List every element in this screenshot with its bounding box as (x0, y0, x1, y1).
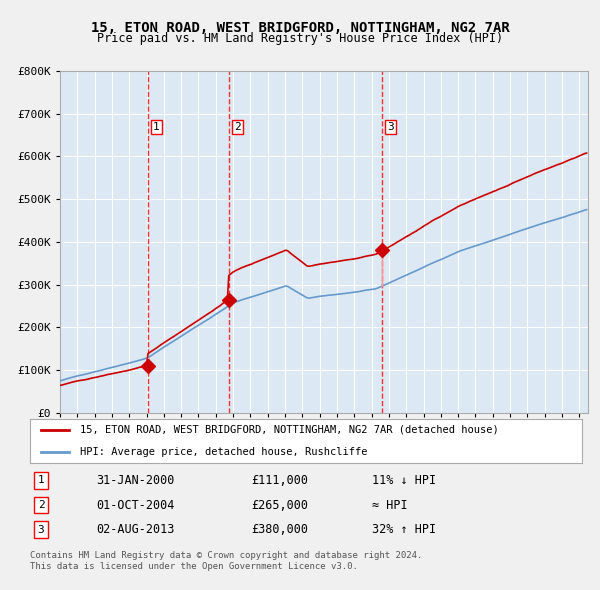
Text: 31-JAN-2000: 31-JAN-2000 (96, 474, 175, 487)
Text: 32% ↑ HPI: 32% ↑ HPI (372, 523, 436, 536)
Text: 3: 3 (387, 122, 394, 132)
Text: 15, ETON ROAD, WEST BRIDGFORD, NOTTINGHAM, NG2 7AR (detached house): 15, ETON ROAD, WEST BRIDGFORD, NOTTINGHA… (80, 425, 499, 435)
Text: Contains HM Land Registry data © Crown copyright and database right 2024.: Contains HM Land Registry data © Crown c… (30, 550, 422, 559)
Text: 2: 2 (38, 500, 44, 510)
Text: HPI: Average price, detached house, Rushcliffe: HPI: Average price, detached house, Rush… (80, 447, 367, 457)
Text: Price paid vs. HM Land Registry's House Price Index (HPI): Price paid vs. HM Land Registry's House … (97, 32, 503, 45)
Text: £111,000: £111,000 (251, 474, 308, 487)
Text: £380,000: £380,000 (251, 523, 308, 536)
Text: 3: 3 (38, 525, 44, 535)
Text: 1: 1 (153, 122, 160, 132)
Text: 01-OCT-2004: 01-OCT-2004 (96, 499, 175, 512)
Text: 15, ETON ROAD, WEST BRIDGFORD, NOTTINGHAM, NG2 7AR: 15, ETON ROAD, WEST BRIDGFORD, NOTTINGHA… (91, 21, 509, 35)
Text: ≈ HPI: ≈ HPI (372, 499, 408, 512)
Text: £265,000: £265,000 (251, 499, 308, 512)
Text: 1: 1 (38, 476, 44, 485)
Text: 02-AUG-2013: 02-AUG-2013 (96, 523, 175, 536)
Text: 2: 2 (234, 122, 241, 132)
Text: 11% ↓ HPI: 11% ↓ HPI (372, 474, 436, 487)
Text: This data is licensed under the Open Government Licence v3.0.: This data is licensed under the Open Gov… (30, 562, 358, 571)
